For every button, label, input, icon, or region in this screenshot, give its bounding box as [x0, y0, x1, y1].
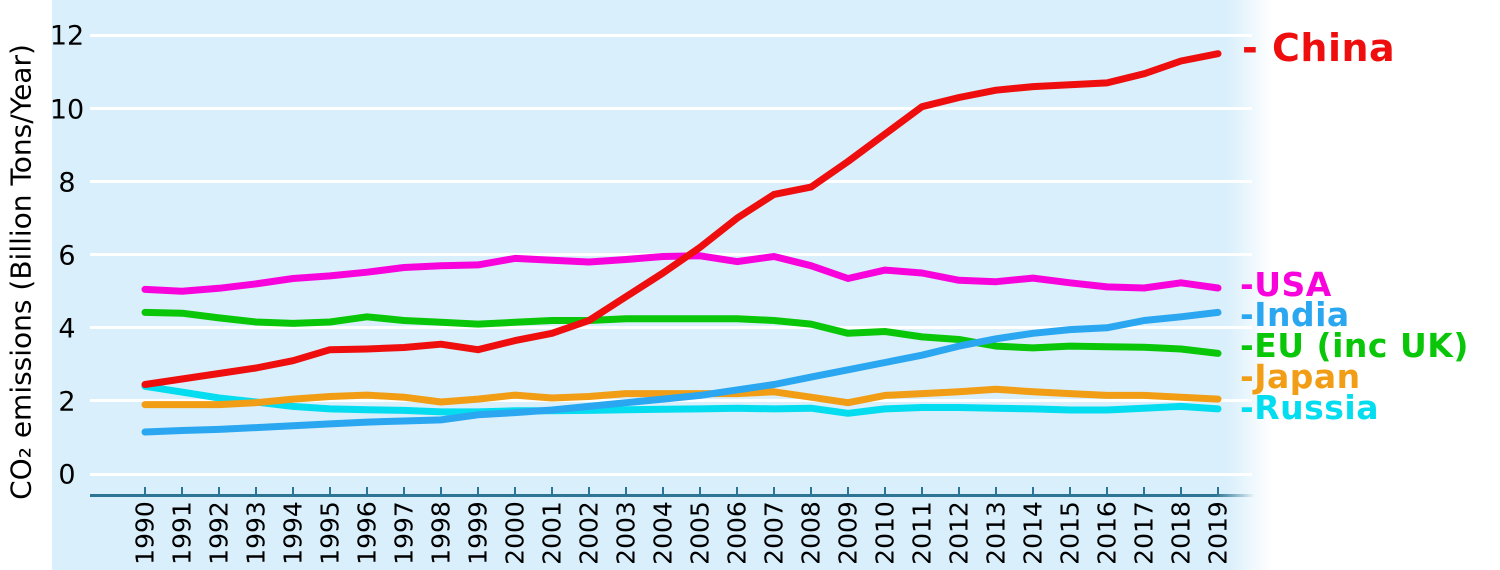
- x-year-label-2012: 2012: [944, 501, 974, 565]
- x-tick-1992: [218, 487, 220, 495]
- legend-russia: -Russia: [1240, 388, 1379, 427]
- x-tick-2014: [1032, 487, 1034, 495]
- x-tick-1999: [477, 487, 479, 495]
- x-tick-2018: [1180, 487, 1182, 495]
- x-tick-1993: [255, 487, 257, 495]
- gridline-y-4: [90, 326, 1252, 330]
- x-year-label-1998: 1998: [426, 501, 456, 565]
- x-year-label-2016: 2016: [1092, 501, 1122, 565]
- x-year-label-2008: 2008: [796, 501, 826, 565]
- x-tick-2015: [1069, 487, 1071, 495]
- x-tick-2005: [699, 487, 701, 495]
- y-tick-label-4: 4: [58, 313, 76, 345]
- legend-india: -India: [1240, 295, 1350, 334]
- gridline-y-10: [90, 107, 1252, 110]
- y-tick-label-0: 0: [58, 459, 76, 491]
- x-year-label-2007: 2007: [759, 501, 789, 565]
- y-tick-label-12: 12: [49, 20, 85, 52]
- line-india: [141, 308, 1222, 436]
- line-russia: [141, 382, 1222, 417]
- x-year-label-2011: 2011: [907, 501, 937, 565]
- x-tick-1990: [144, 487, 146, 495]
- x-tick-1991: [181, 487, 183, 495]
- x-tick-2002: [588, 487, 590, 495]
- x-tick-2007: [773, 487, 775, 495]
- x-tick-2001: [551, 487, 553, 495]
- gridline-y-12: [90, 33, 1252, 37]
- x-year-label-1990: 1990: [130, 501, 160, 565]
- y-axis-title: CO₂ emissions (Billion Tons/Year): [4, 44, 38, 500]
- line-china: [141, 50, 1222, 388]
- x-year-label-2018: 2018: [1166, 501, 1196, 565]
- x-tick-2012: [958, 487, 960, 495]
- x-tick-1998: [440, 487, 442, 495]
- x-tick-2016: [1106, 487, 1108, 495]
- y-tick-label-2: 2: [58, 386, 76, 418]
- x-tick-2019: [1217, 487, 1219, 495]
- x-year-label-1999: 1999: [463, 501, 493, 565]
- x-year-label-2013: 2013: [981, 501, 1011, 565]
- x-tick-1995: [329, 487, 331, 495]
- x-tick-2003: [625, 487, 627, 495]
- y-tick-label-6: 6: [58, 240, 76, 272]
- x-tick-2011: [921, 487, 923, 495]
- x-axis-line: [90, 494, 1255, 497]
- gridline-y-0: [90, 472, 1252, 476]
- line-japan: [141, 385, 1222, 409]
- x-year-label-2005: 2005: [685, 501, 715, 565]
- x-tick-2013: [995, 487, 997, 495]
- x-tick-2004: [662, 487, 664, 495]
- y-tick-label-8: 8: [58, 167, 76, 199]
- legend-japan: -Japan: [1240, 357, 1361, 396]
- legend-china: - China: [1242, 26, 1396, 70]
- x-year-label-2006: 2006: [722, 501, 752, 565]
- line-eu-inc-uk: [141, 308, 1222, 357]
- x-tick-2009: [847, 487, 849, 495]
- x-year-label-1993: 1993: [241, 501, 271, 565]
- x-tick-2000: [514, 487, 516, 495]
- x-year-label-1991: 1991: [167, 501, 197, 565]
- x-year-label-1997: 1997: [389, 501, 419, 565]
- x-tick-2008: [810, 487, 812, 495]
- gridline-y-8: [90, 180, 1252, 184]
- x-year-label-2000: 2000: [500, 501, 530, 565]
- x-tick-1996: [366, 487, 368, 495]
- x-tick-1997: [403, 487, 405, 495]
- x-tick-2017: [1143, 487, 1145, 495]
- x-tick-1994: [292, 487, 294, 495]
- x-year-label-1996: 1996: [352, 501, 382, 565]
- x-year-label-2015: 2015: [1055, 501, 1085, 565]
- x-year-label-1992: 1992: [204, 501, 234, 565]
- x-year-label-2014: 2014: [1018, 501, 1048, 565]
- legend-eu-inc-uk: -EU (inc UK): [1240, 326, 1469, 365]
- x-year-label-2004: 2004: [648, 501, 678, 565]
- x-tick-2010: [884, 487, 886, 495]
- x-year-label-2010: 2010: [870, 501, 900, 565]
- x-year-label-2009: 2009: [833, 501, 863, 565]
- x-year-label-2002: 2002: [574, 501, 604, 565]
- x-year-label-2017: 2017: [1129, 501, 1159, 565]
- x-year-label-1994: 1994: [278, 501, 308, 565]
- legend-usa: -USA: [1240, 265, 1332, 304]
- x-year-label-2003: 2003: [611, 501, 641, 565]
- x-year-label-1995: 1995: [315, 501, 345, 565]
- x-year-label-2019: 2019: [1203, 501, 1233, 565]
- y-tick-label-10: 10: [49, 94, 85, 125]
- x-tick-2006: [736, 487, 738, 495]
- x-year-label-2001: 2001: [537, 501, 567, 565]
